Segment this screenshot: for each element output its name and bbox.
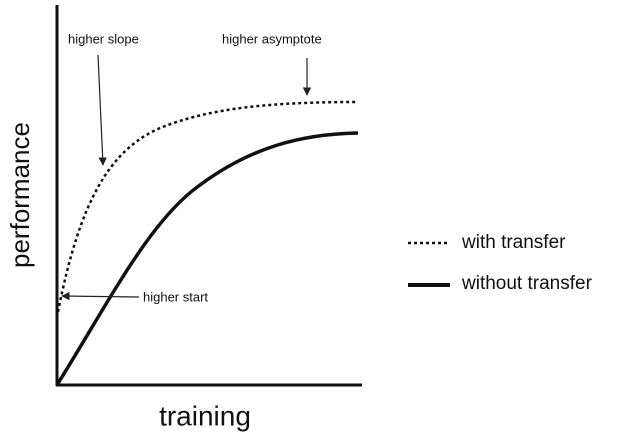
y-axis-label: performance (5, 122, 35, 268)
legend-label: with transfer (461, 232, 566, 253)
x-axis-label: training (159, 400, 251, 431)
curve-with-transfer (56, 100, 359, 313)
arrow-slope (97, 54, 107, 166)
annotation-slope: higher slope (68, 31, 139, 46)
curve-without-transfer (55, 131, 359, 386)
annotation-start: higher start (143, 289, 208, 304)
legend-label: without transfer (461, 273, 593, 294)
annotation-asymptote: higher asymptote (222, 31, 322, 46)
arrow-start (61, 291, 140, 301)
